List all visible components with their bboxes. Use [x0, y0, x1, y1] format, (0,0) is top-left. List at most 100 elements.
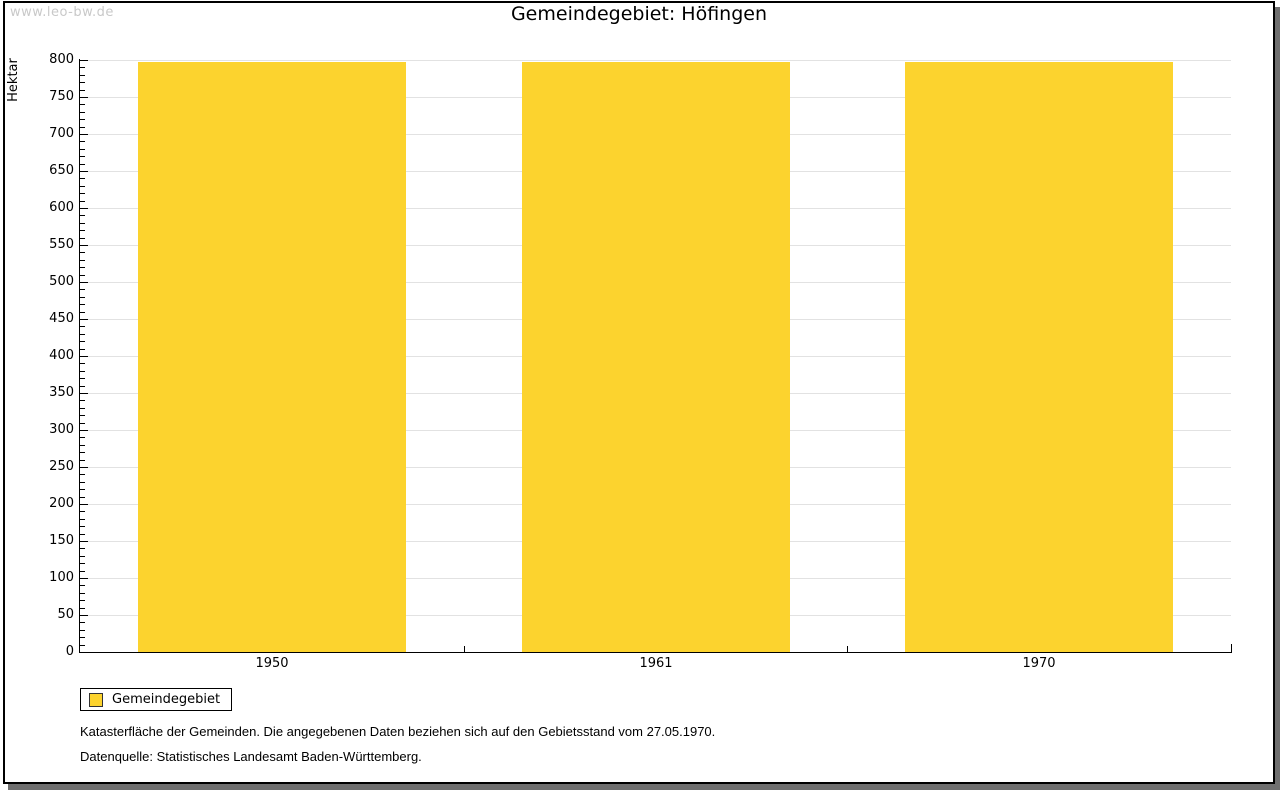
y-axis-tick	[80, 178, 85, 179]
y-axis-tick	[80, 349, 85, 350]
y-tick-label: 350	[49, 385, 74, 400]
y-tick-label: 0	[65, 644, 74, 659]
y-axis-tick	[80, 489, 85, 490]
y-axis-tick	[80, 171, 88, 172]
y-axis-tick	[80, 593, 85, 594]
y-tick-label: 50	[57, 607, 74, 622]
footnote-data-source: Datenquelle: Statistisches Landesamt Bad…	[80, 749, 422, 764]
y-axis-tick	[80, 319, 88, 320]
y-tick-label: 400	[49, 348, 74, 363]
y-axis-tick	[80, 511, 85, 512]
y-axis-tick	[80, 541, 88, 542]
y-axis-line	[79, 59, 80, 653]
y-tick-label: 650	[49, 163, 74, 178]
y-axis-tick	[80, 97, 88, 98]
y-axis-tick	[80, 208, 88, 209]
y-axis-tick	[80, 482, 85, 483]
y-axis-tick	[80, 608, 85, 609]
y-axis-tick	[80, 460, 85, 461]
y-gridline	[80, 60, 1231, 61]
bar-1961	[522, 62, 790, 652]
y-tick-label: 800	[49, 52, 74, 67]
x-tick-label: 1950	[255, 656, 289, 671]
y-axis-tick	[80, 526, 85, 527]
y-axis-tick	[80, 585, 85, 586]
y-axis-tick	[80, 504, 88, 505]
y-axis-tick	[80, 112, 85, 113]
y-axis-tick	[80, 548, 85, 549]
y-axis-tick	[80, 467, 88, 468]
y-axis-tick	[80, 312, 85, 313]
y-tick-label: 450	[49, 311, 74, 326]
legend-series-label: Gemeindegebiet	[112, 692, 221, 707]
y-tick-label: 100	[49, 570, 74, 585]
y-axis-tick	[80, 245, 88, 246]
y-axis-tick	[80, 156, 85, 157]
y-tick-label: 500	[49, 274, 74, 289]
y-axis-tick	[80, 371, 85, 372]
y-axis-tick	[80, 75, 85, 76]
y-axis-tick	[80, 134, 88, 135]
y-axis-tick	[80, 423, 85, 424]
y-axis-tick	[80, 637, 85, 638]
y-axis-tick	[80, 127, 85, 128]
y-axis-tick	[80, 341, 85, 342]
y-axis-tick	[80, 356, 88, 357]
y-axis-tick	[80, 60, 88, 61]
y-axis-tick	[80, 215, 85, 216]
y-axis-tick	[80, 386, 85, 387]
y-tick-label: 600	[49, 200, 74, 215]
bar-1970	[905, 62, 1173, 652]
y-axis-tick	[80, 282, 88, 283]
y-tick-label: 700	[49, 126, 74, 141]
y-axis-tick	[80, 82, 85, 83]
y-axis-tick	[80, 408, 85, 409]
y-axis-tick	[80, 622, 85, 623]
x-axis-tick	[464, 646, 465, 652]
y-axis-tick	[80, 104, 85, 105]
y-axis-tick	[80, 67, 85, 68]
y-tick-label: 750	[49, 89, 74, 104]
legend-color-swatch	[89, 693, 103, 707]
y-axis-tick	[80, 615, 88, 616]
y-axis-tick	[80, 164, 85, 165]
x-tick-label: 1961	[639, 656, 673, 671]
y-axis-tick	[80, 90, 85, 91]
x-axis-tick	[847, 646, 848, 652]
y-axis-tick	[80, 452, 85, 453]
x-axis-tick	[1231, 644, 1232, 652]
y-tick-label: 150	[49, 533, 74, 548]
y-axis-tick	[80, 289, 85, 290]
y-axis-tick	[80, 519, 85, 520]
y-axis-tick	[80, 326, 85, 327]
y-axis-tick	[80, 378, 85, 379]
y-axis-tick	[80, 497, 85, 498]
y-axis-tick	[80, 445, 85, 446]
y-axis-tick	[80, 260, 85, 261]
y-axis-tick	[80, 252, 85, 253]
y-axis-tick	[80, 645, 85, 646]
legend-box: Gemeindegebiet	[80, 688, 232, 711]
y-axis-tick	[80, 223, 85, 224]
x-tick-label: 1970	[1022, 656, 1056, 671]
y-axis-tick	[80, 201, 85, 202]
y-axis-tick	[80, 556, 85, 557]
watermark-url: www.leo-bw.de	[10, 5, 114, 20]
y-axis-tick	[80, 600, 85, 601]
y-axis-tick	[80, 193, 85, 194]
y-axis-tick	[80, 415, 85, 416]
y-axis-tick	[80, 297, 85, 298]
y-axis-tick	[80, 400, 85, 401]
y-axis-tick	[80, 304, 85, 305]
y-axis-tick	[80, 230, 85, 231]
y-tick-label: 300	[49, 422, 74, 437]
y-axis-tick	[80, 334, 85, 335]
y-axis-tick	[80, 393, 88, 394]
y-axis-tick	[80, 534, 85, 535]
y-axis-tick	[80, 119, 85, 120]
y-axis-tick	[80, 238, 85, 239]
y-tick-label: 250	[49, 459, 74, 474]
y-tick-label: 200	[49, 496, 74, 511]
